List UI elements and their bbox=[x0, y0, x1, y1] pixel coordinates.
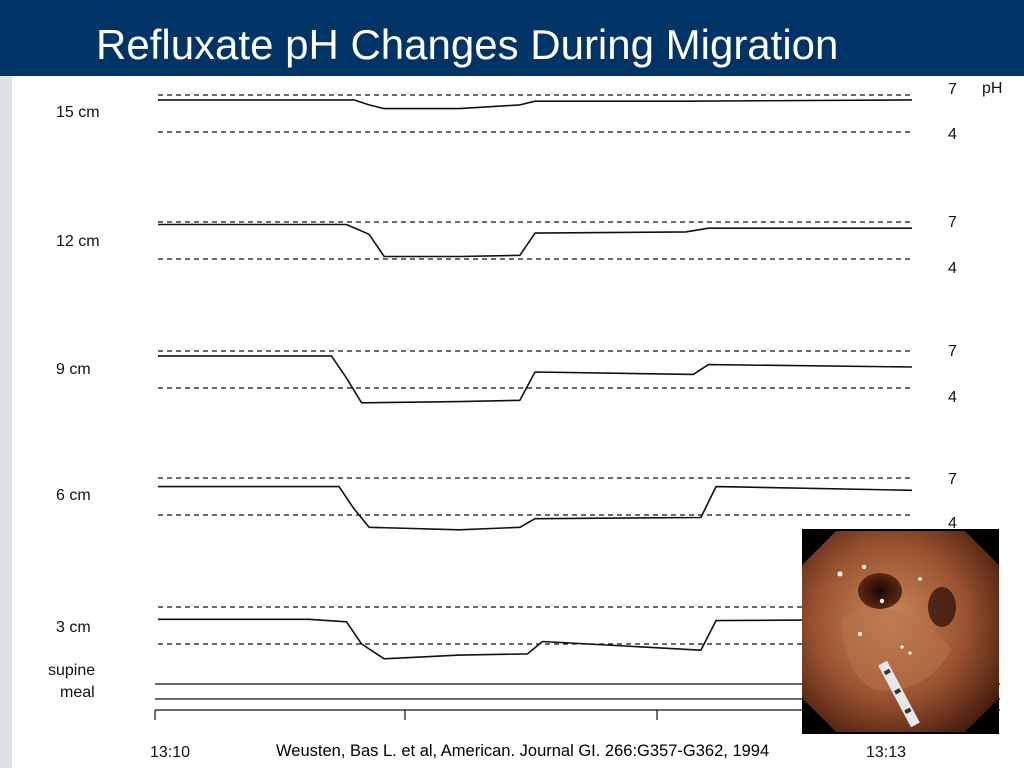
meal-label: meal bbox=[60, 684, 95, 701]
channel-label: 3 cm bbox=[56, 619, 91, 636]
left-accent-bar bbox=[0, 76, 12, 768]
ph-level-label: 4 bbox=[948, 389, 957, 406]
ph-level-label: 7 bbox=[948, 343, 957, 360]
x-tick-label-start: 13:10 bbox=[150, 744, 190, 761]
ph-level-label: 4 bbox=[948, 126, 957, 143]
ph-level-label: 7 bbox=[948, 81, 957, 98]
ph-level-label: 4 bbox=[948, 260, 957, 277]
channel-label: 9 cm bbox=[56, 361, 91, 378]
slide-title: Refluxate pH Changes During Migration bbox=[96, 21, 839, 68]
ph-trace-12cm bbox=[158, 223, 912, 258]
ph-level-label: 7 bbox=[948, 214, 957, 231]
x-tick-label-end: 13:13 bbox=[866, 744, 906, 761]
ph-unit-label: pH bbox=[982, 80, 1002, 97]
citation-text: Weusten, Bas L. et al, American. Journal… bbox=[276, 742, 770, 761]
channel-label: 6 cm bbox=[56, 487, 91, 504]
endoscopic-view-photo bbox=[802, 529, 999, 734]
channel-label: 15 cm bbox=[56, 104, 100, 121]
ph-trace-9cm bbox=[158, 355, 913, 404]
supine-label: supine bbox=[48, 662, 95, 679]
ph-level-label: 4 bbox=[948, 515, 957, 532]
ph-trace-3cm bbox=[158, 618, 913, 660]
channel-label: 12 cm bbox=[56, 233, 100, 250]
ph-level-label: 7 bbox=[948, 471, 957, 488]
title-bar bbox=[0, 0, 1024, 76]
ph-trace-6cm bbox=[158, 485, 913, 531]
ph-trace-15cm bbox=[158, 99, 913, 110]
